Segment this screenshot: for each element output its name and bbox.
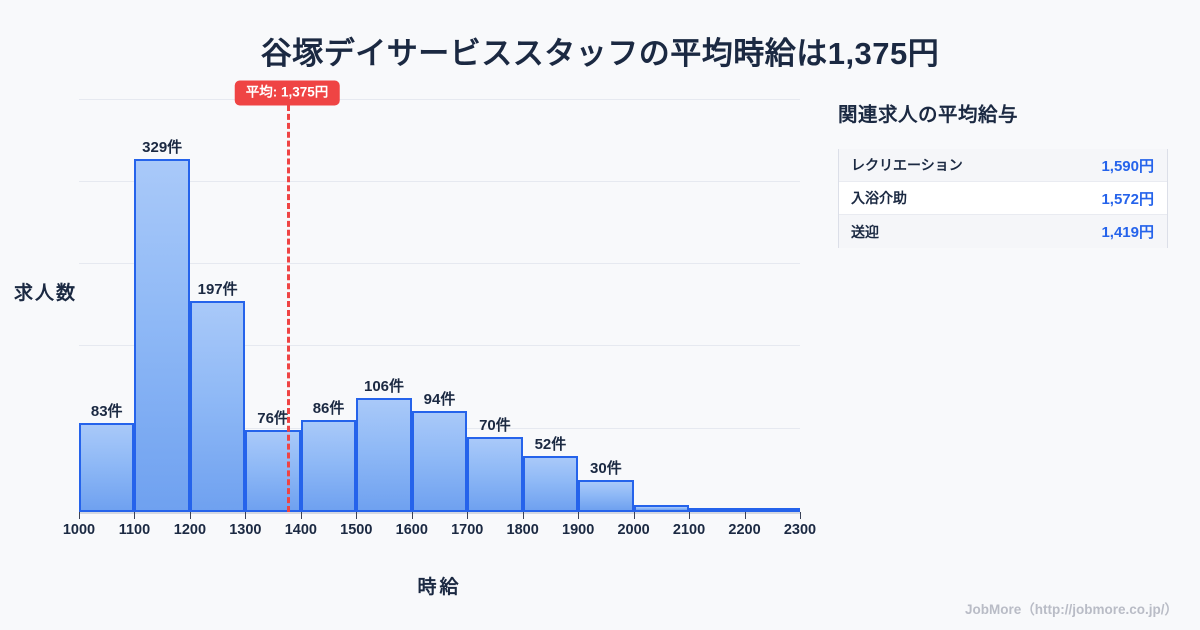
bar: 70件 [467,418,523,512]
bar-rect [522,456,579,512]
histogram-chart: 83件 329件 197件 76件 86件 106件 94件 70件 52件 30件 1000 11… [14,80,817,598]
x-tick [689,512,691,519]
bar: 30件 [578,461,634,512]
bar-rect [79,422,135,512]
related-jobs-title: 関連求人の平均給与 [838,104,1019,126]
related-job-row[interactable]: レクリエーション 1,590円 [839,149,1167,182]
related-job-salary: 1,419円 [1101,224,1154,241]
y-axis-title: 求人数 [14,283,78,304]
x-tick-label: 1900 [562,522,595,538]
bar-rect [356,398,412,512]
bar-rect [300,419,357,512]
bar-rect [134,159,190,512]
x-tick [245,512,247,519]
bar-value-label: 83件 [90,402,123,420]
x-tick-label: 1700 [451,522,484,538]
bar: 76件 [245,411,301,512]
x-tick [300,512,302,519]
bar: 329件 [134,140,190,512]
related-job-row[interactable]: 送迎 1,419円 [839,215,1167,248]
bar-rect [744,508,800,512]
bar-series: 83件 329件 197件 76件 86件 106件 94件 70件 52件 30件 [79,99,800,512]
bar-rect [578,479,634,512]
bar-rect [189,300,246,512]
x-tick-label: 1100 [118,522,151,538]
bar: 94件 [411,392,468,512]
bar: 106件 [356,379,412,512]
bar: 197件 [189,282,246,512]
related-job-salary: 1,572円 [1101,190,1154,208]
x-tick-label: 1000 [62,522,96,538]
x-tick [467,512,469,519]
bar-rect [689,508,745,512]
x-tick-label: 1600 [395,522,428,538]
x-tick [79,512,80,519]
gridline [79,345,800,346]
bar-value-label: 70件 [479,416,511,434]
x-tick [800,512,801,519]
bar: 52件 [522,437,579,512]
bar-value-label: 52件 [534,436,567,454]
bar: 83件 [79,404,135,512]
related-job-salary: 1,590円 [1101,157,1154,175]
x-tick [356,512,358,519]
x-tick-label: 1400 [284,522,317,538]
bar-value-label: 76件 [257,410,289,428]
x-axis-line [79,512,801,514]
bar-value-label: 329件 [142,139,183,157]
x-tick-label: 1500 [340,522,373,538]
x-tick-label: 1200 [173,522,207,538]
bar-rect [245,430,301,512]
footer-attribution: JobMore（http://jobmore.co.jp/） [965,602,1178,617]
x-tick [578,512,580,519]
bar [744,508,800,512]
x-tick-label: 1300 [229,522,262,538]
gridline [79,181,800,182]
bar [689,508,745,512]
x-tick [411,512,413,519]
x-tick [633,512,635,519]
related-jobs-panel: 関連求人の平均給与 レクリエーション 1,590円入浴介助 1,572円送迎 1,41… [838,98,1168,248]
bar: 86件 [300,401,357,512]
x-tick-label: 2300 [783,522,817,538]
bar-value-label: 86件 [312,399,345,417]
bar-rect [467,436,523,512]
bar-value-label: 106件 [364,378,405,396]
x-tick [189,512,191,519]
x-tick [522,512,524,519]
gridline [79,263,800,264]
related-jobs-table: レクリエーション 1,590円入浴介助 1,572円送迎 1,419円 [838,149,1168,248]
bar-value-label: 197件 [197,280,238,298]
related-job-name: レクリエーション [851,157,963,173]
bar-rect [633,504,690,512]
x-tick-label: 2100 [672,522,706,538]
x-tick [134,512,136,519]
bar-rect [411,411,468,512]
page-title: 谷塚デイサービススタッフの平均時給は1,375円 [260,36,940,71]
gridline [79,99,800,100]
x-axis-title: 時給 [417,577,462,598]
mean-badge: 平均: 1,375円 [234,80,340,105]
related-job-name: 入浴介助 [851,190,907,206]
x-tick-label: 1800 [506,522,539,538]
x-tick-label: 2000 [617,522,650,538]
x-tick [744,512,746,519]
x-tick-label: 2200 [728,522,761,538]
bar [633,504,690,512]
bar-value-label: 30件 [590,459,622,477]
bar-value-label: 94件 [423,391,456,409]
related-job-row[interactable]: 入浴介助 1,572円 [839,182,1167,215]
related-job-name: 送迎 [851,223,879,240]
mean-marker-line [286,105,290,512]
